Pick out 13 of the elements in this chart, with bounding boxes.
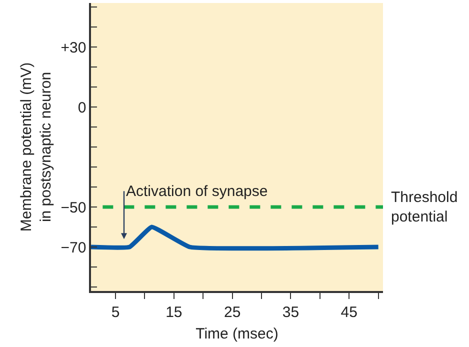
x-tick-label: 15 <box>166 304 182 321</box>
y-tick-label: −70 <box>60 239 86 256</box>
annotation: Activation of synapse <box>126 183 268 200</box>
y-tick-label: +30 <box>60 39 86 56</box>
y-axis-title: Membrane potential (mV) in postsynaptic neuron <box>18 62 55 232</box>
x-tick-label: 35 <box>282 304 300 321</box>
x-tick-label: 5 <box>111 304 120 321</box>
ref-line-label: Threshold potential <box>391 189 458 226</box>
x-axis-title: Time (msec) <box>196 325 278 342</box>
y-tick-label: 0 <box>78 99 86 116</box>
y-tick-label: −50 <box>60 199 86 216</box>
x-tick-label: 45 <box>340 304 358 321</box>
x-tick-label: 25 <box>224 304 241 321</box>
